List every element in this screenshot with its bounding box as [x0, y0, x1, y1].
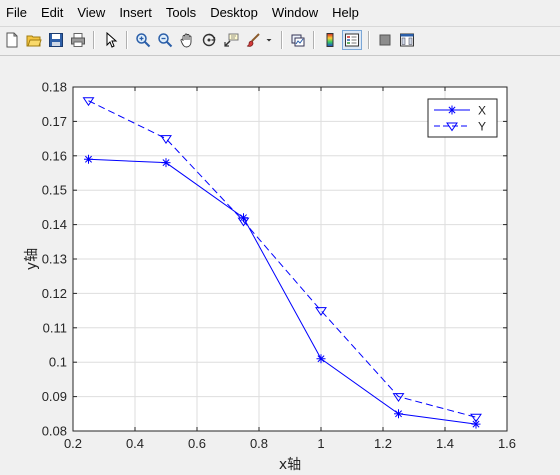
- edit-plot-arrow-icon[interactable]: [101, 30, 121, 50]
- y-tick-label: 0.16: [42, 148, 67, 163]
- y-tick-label: 0.13: [42, 252, 67, 267]
- toolbar-separator: [93, 31, 95, 49]
- zoom-out-icon[interactable]: [155, 30, 175, 50]
- menu-window[interactable]: Window: [271, 5, 319, 20]
- menu-view[interactable]: View: [77, 5, 106, 20]
- legend-icon[interactable]: [342, 30, 362, 50]
- x-tick-label: 1.2: [374, 436, 392, 451]
- y-tick-label: 0.1: [49, 355, 67, 370]
- brush-icon[interactable]: [243, 30, 263, 50]
- data-point-x: [394, 410, 403, 418]
- x-tick-label: 0.6: [188, 436, 206, 451]
- figure-canvas: 0.2 0.4 0.6 0.8 1 1.2 1.4 1.6 0.08 0.09 0.1 0.11 0.1…: [0, 56, 560, 475]
- data-point-x: [317, 355, 325, 363]
- hide-plot-tools-icon[interactable]: [375, 30, 395, 50]
- colorbar-icon[interactable]: [320, 30, 340, 50]
- x-axis-label: x轴: [279, 457, 301, 473]
- y-tick-label: 0.18: [42, 80, 67, 95]
- series-line-x[interactable]: [88, 158, 477, 425]
- data-point-y: [160, 135, 172, 145]
- show-plot-tools-icon[interactable]: [397, 30, 417, 50]
- x-tick-label: 0.4: [126, 436, 144, 451]
- figure-toolbar: [0, 26, 560, 56]
- open-file-icon[interactable]: [24, 30, 44, 50]
- menu-help[interactable]: Help: [332, 5, 359, 20]
- menu-edit[interactable]: Edit: [40, 5, 64, 20]
- pan-hand-icon[interactable]: [177, 30, 197, 50]
- x-tick-label: 1.4: [436, 436, 454, 451]
- legend-box[interactable]: [427, 98, 498, 138]
- x-tick-label: 0.2: [64, 436, 82, 451]
- data-point-x: [84, 155, 93, 163]
- y-tick-label: 0.14: [42, 217, 67, 232]
- series-line-y[interactable]: [88, 100, 477, 418]
- brush-dropdown-chevron-icon[interactable]: [263, 30, 275, 50]
- data-point-y: [237, 217, 250, 227]
- menu-tools[interactable]: Tools: [165, 5, 197, 20]
- toolbar-separator: [126, 31, 128, 49]
- legend-marker-y: [446, 122, 458, 132]
- rotate-3d-icon[interactable]: [199, 30, 219, 50]
- data-point-y: [315, 307, 327, 317]
- toolbar-separator: [368, 31, 370, 49]
- menu-desktop[interactable]: Desktop: [210, 5, 258, 20]
- y-tick-label: 0.17: [42, 114, 67, 129]
- data-point-y: [392, 393, 405, 403]
- data-cursor-icon[interactable]: [221, 30, 241, 50]
- zoom-in-icon[interactable]: [133, 30, 153, 50]
- x-tick-label: 0.8: [250, 436, 268, 451]
- line-chart[interactable]: 0.2 0.4 0.6 0.8 1 1.2 1.4 1.6 0.08 0.09 0.1 0.11 0.1…: [0, 56, 560, 475]
- y-tick-label: 0.08: [42, 424, 67, 439]
- menu-insert[interactable]: Insert: [119, 5, 152, 20]
- data-point-x: [162, 159, 170, 167]
- y-axis-label: y轴: [24, 248, 40, 270]
- legend-label-x: X: [478, 104, 486, 118]
- legend-label-y: Y: [478, 120, 486, 134]
- x-tick-label: 1: [317, 436, 324, 451]
- toolbar-separator: [313, 31, 315, 49]
- print-icon[interactable]: [68, 30, 88, 50]
- data-point-x: [472, 420, 480, 428]
- y-tick-label: 0.11: [43, 320, 67, 335]
- x-tick-label: 1.6: [498, 436, 516, 451]
- toolbar-separator: [281, 31, 283, 49]
- new-figure-icon[interactable]: [2, 30, 22, 50]
- legend-marker-x: [448, 106, 456, 114]
- data-point-y: [470, 413, 482, 423]
- link-plot-icon[interactable]: [288, 30, 308, 50]
- menu-bar: File Edit View Insert Tools Desktop Wind…: [0, 0, 560, 25]
- data-point-y: [82, 97, 95, 107]
- menu-file[interactable]: File: [6, 5, 27, 20]
- y-tick-label: 0.12: [42, 286, 67, 301]
- y-tick-label: 0.15: [42, 183, 67, 198]
- save-icon[interactable]: [46, 30, 66, 50]
- y-tick-label: 0.09: [42, 389, 67, 404]
